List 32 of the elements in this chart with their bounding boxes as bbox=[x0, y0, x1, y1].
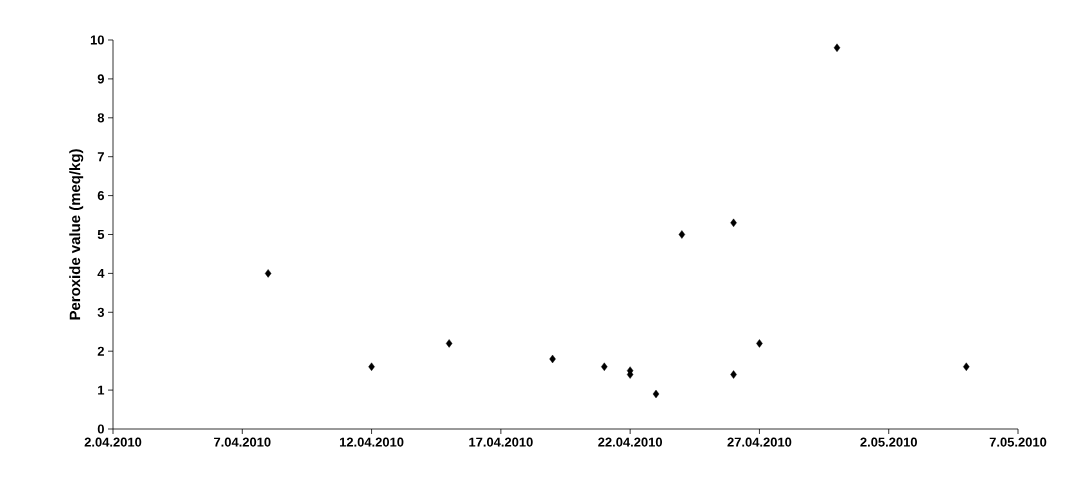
point bbox=[601, 362, 608, 371]
x-tick-label: 2.05.2010 bbox=[860, 437, 917, 447]
y-tick-label: 7 bbox=[97, 152, 104, 162]
point bbox=[756, 339, 763, 348]
x-tick-label: 7.04.2010 bbox=[214, 437, 271, 447]
y-axis-title: Peroxide value (meq/kg) bbox=[69, 149, 84, 320]
x-tick-label: 7.05.2010 bbox=[989, 437, 1047, 447]
point bbox=[963, 362, 970, 371]
point bbox=[730, 370, 737, 379]
point bbox=[549, 354, 556, 364]
y-tick-label: 5 bbox=[97, 229, 105, 240]
x-tick-label: 17.04.2010 bbox=[469, 437, 533, 447]
point bbox=[833, 43, 841, 52]
y-tick-label: 2 bbox=[97, 346, 104, 356]
point bbox=[368, 362, 375, 371]
point bbox=[445, 339, 453, 348]
point bbox=[730, 218, 737, 228]
point bbox=[678, 230, 686, 239]
y-tick-label: 4 bbox=[97, 268, 105, 278]
x-tick-label: 2.04.2010 bbox=[84, 437, 142, 447]
y-tick-label: 3 bbox=[97, 307, 105, 317]
y-tick-label: 8 bbox=[97, 113, 105, 123]
y-tick-label: 9 bbox=[97, 74, 104, 84]
y-tick-label: 0 bbox=[97, 424, 104, 434]
y-tick-label: 1 bbox=[98, 385, 105, 395]
y-tick-label: 6 bbox=[97, 191, 105, 201]
x-tick-label: 27.04.2010 bbox=[727, 437, 792, 447]
x-tick-label: 22.04.2010 bbox=[598, 437, 663, 447]
x-tick-label: 12.04.2010 bbox=[339, 437, 404, 447]
point bbox=[264, 269, 272, 278]
point bbox=[652, 389, 660, 399]
y-tick-label: 10 bbox=[90, 35, 104, 45]
